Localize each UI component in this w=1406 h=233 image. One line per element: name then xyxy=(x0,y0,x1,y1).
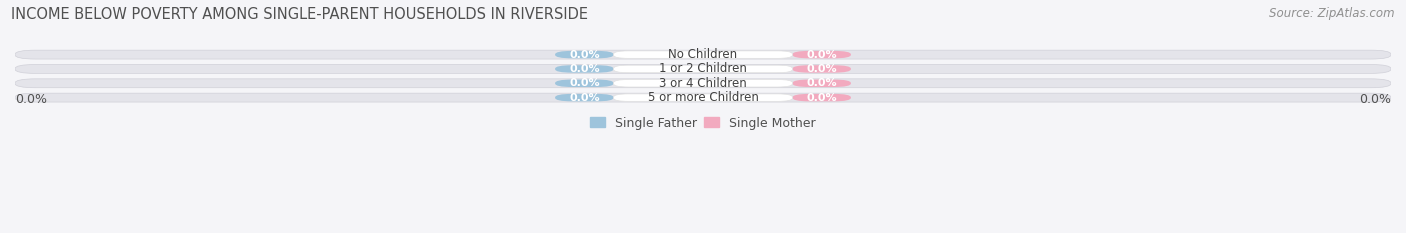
FancyBboxPatch shape xyxy=(613,65,793,73)
Text: 3 or 4 Children: 3 or 4 Children xyxy=(659,77,747,90)
FancyBboxPatch shape xyxy=(613,79,793,87)
Text: 0.0%: 0.0% xyxy=(807,78,837,88)
Text: 5 or more Children: 5 or more Children xyxy=(648,91,758,104)
Text: 0.0%: 0.0% xyxy=(569,78,599,88)
Text: 0.0%: 0.0% xyxy=(15,93,46,106)
FancyBboxPatch shape xyxy=(793,51,851,58)
Legend: Single Father, Single Mother: Single Father, Single Mother xyxy=(585,112,821,135)
FancyBboxPatch shape xyxy=(15,93,1391,102)
FancyBboxPatch shape xyxy=(555,79,613,87)
Text: 0.0%: 0.0% xyxy=(569,64,599,74)
FancyBboxPatch shape xyxy=(793,65,851,73)
FancyBboxPatch shape xyxy=(613,51,793,58)
Text: 0.0%: 0.0% xyxy=(569,93,599,103)
FancyBboxPatch shape xyxy=(15,65,1391,73)
FancyBboxPatch shape xyxy=(613,94,793,101)
FancyBboxPatch shape xyxy=(793,79,851,87)
FancyBboxPatch shape xyxy=(555,51,613,58)
Text: 1 or 2 Children: 1 or 2 Children xyxy=(659,62,747,75)
Text: 0.0%: 0.0% xyxy=(807,93,837,103)
FancyBboxPatch shape xyxy=(15,50,1391,59)
FancyBboxPatch shape xyxy=(15,79,1391,88)
Text: Source: ZipAtlas.com: Source: ZipAtlas.com xyxy=(1270,7,1395,20)
Text: 0.0%: 0.0% xyxy=(807,50,837,60)
Text: 0.0%: 0.0% xyxy=(1360,93,1391,106)
FancyBboxPatch shape xyxy=(793,94,851,101)
Text: 0.0%: 0.0% xyxy=(569,50,599,60)
Text: No Children: No Children xyxy=(668,48,738,61)
FancyBboxPatch shape xyxy=(555,65,613,73)
Text: 0.0%: 0.0% xyxy=(807,64,837,74)
FancyBboxPatch shape xyxy=(555,94,613,101)
Text: INCOME BELOW POVERTY AMONG SINGLE-PARENT HOUSEHOLDS IN RIVERSIDE: INCOME BELOW POVERTY AMONG SINGLE-PARENT… xyxy=(11,7,588,22)
